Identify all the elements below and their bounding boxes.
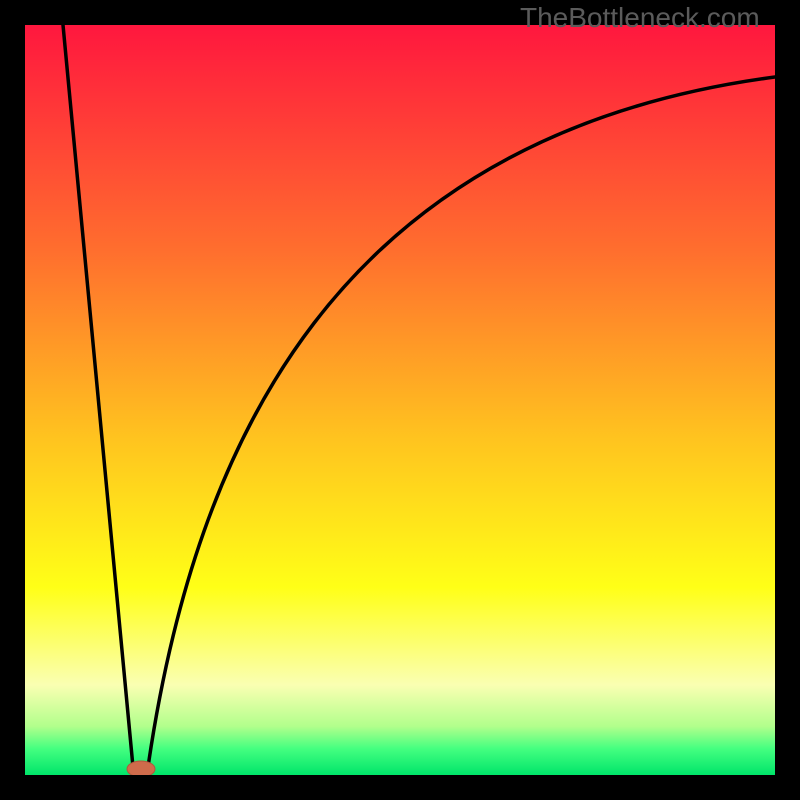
chart-curves-layer (25, 25, 775, 775)
watermark-text: TheBottleneck.com (520, 2, 760, 34)
curve-right-branch (148, 77, 775, 767)
chart-plot-area (25, 25, 775, 775)
curve-left-branch (63, 25, 133, 767)
minimum-marker (127, 761, 155, 775)
